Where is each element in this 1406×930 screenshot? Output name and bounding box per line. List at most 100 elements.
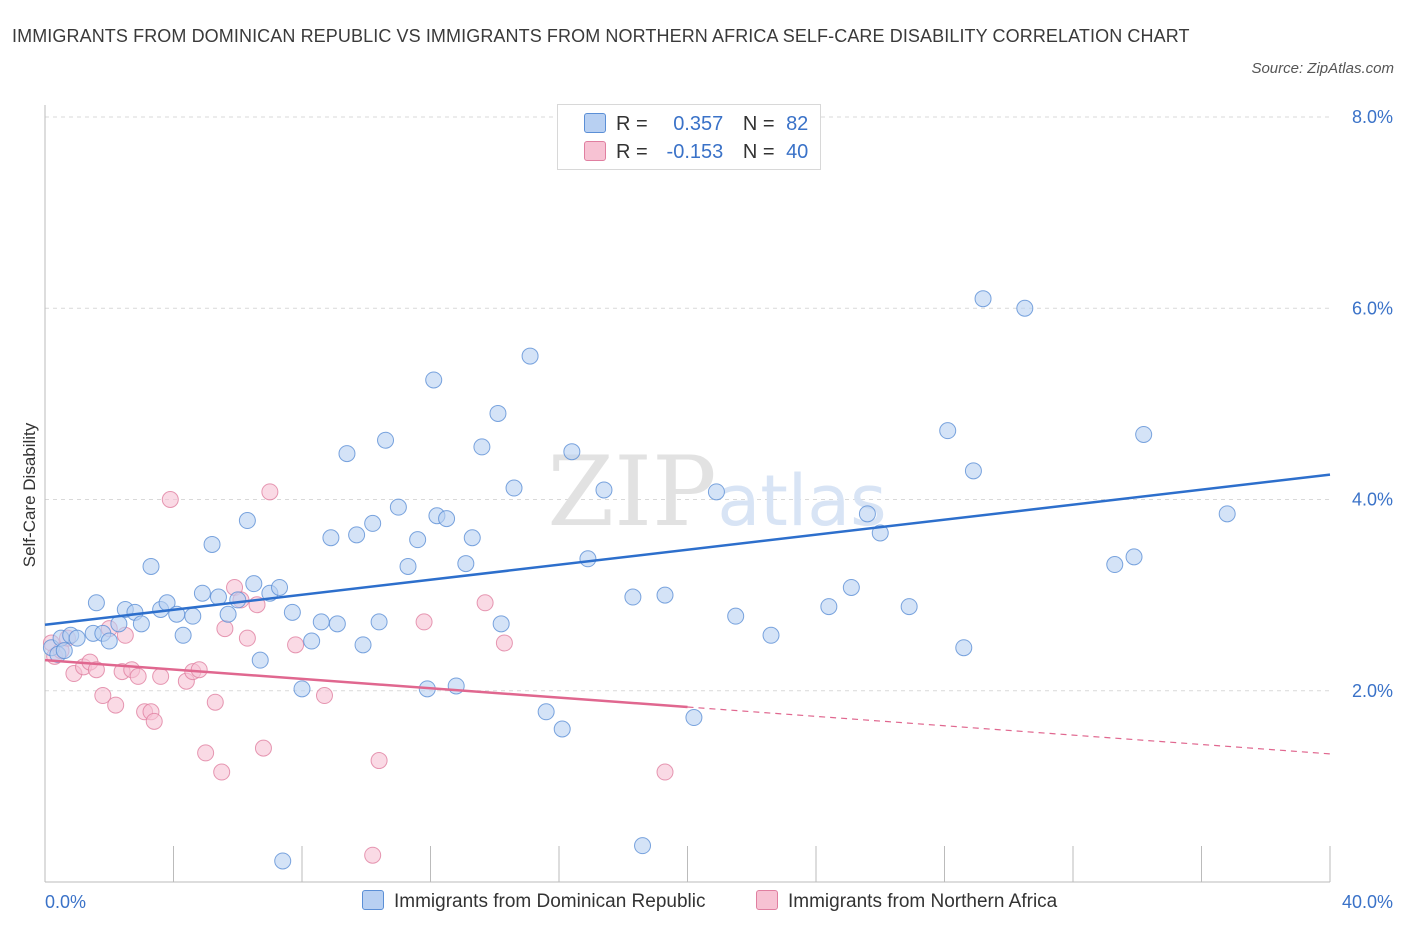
point-dominican [537, 703, 555, 721]
trend-line-northern-africa-extension [687, 706, 1331, 755]
point-dominican [634, 837, 652, 855]
point-northern-africa [415, 613, 433, 631]
point-dominican [553, 720, 571, 738]
y-tick-label: 2.0% [1352, 681, 1393, 701]
point-dominican [174, 626, 192, 644]
point-dominican [142, 557, 160, 575]
point-dominican [900, 598, 918, 616]
point-dominican [132, 615, 150, 633]
point-dominican [964, 462, 982, 480]
point-dominican [624, 588, 642, 606]
point-dominican [595, 481, 613, 499]
point-northern-africa [152, 667, 170, 685]
point-dominican [457, 555, 475, 573]
point-dominican [563, 443, 581, 461]
point-northern-africa [213, 763, 231, 781]
point-northern-africa [216, 620, 234, 638]
point-dominican [193, 584, 211, 602]
watermark-atlas: atlas [717, 460, 886, 542]
point-dominican [438, 510, 456, 528]
watermark: ZIP atlas [547, 436, 886, 548]
point-northern-africa [495, 634, 513, 652]
point-dominican [579, 550, 597, 568]
legend-r-label: R = [616, 113, 648, 135]
x-tick-label-min: 0.0% [45, 892, 86, 912]
point-northern-africa [145, 712, 163, 730]
point-northern-africa [107, 696, 125, 714]
point-northern-africa [261, 483, 279, 501]
legend-n-label: N = [742, 113, 775, 135]
point-dominican [245, 575, 263, 593]
trend-line-dominican [44, 473, 1331, 627]
point-northern-africa [190, 661, 208, 679]
point-dominican [762, 626, 780, 644]
legend-item-northern-africa[interactable]: Immigrants from Northern Africa [756, 888, 1057, 916]
point-dominican [377, 431, 395, 449]
point-dominican [55, 642, 73, 660]
point-dominican [271, 578, 289, 596]
legend-swatch-pink [756, 889, 778, 910]
point-dominican [238, 512, 256, 530]
point-dominican [473, 438, 491, 456]
chart-title: IMMIGRANTS FROM DOMINICAN REPUBLIC VS IM… [12, 26, 1190, 46]
legend-row-dominican: R = 0.357 N = 82 [584, 110, 808, 138]
point-dominican [293, 680, 311, 698]
point-dominican [219, 605, 237, 623]
point-dominican [871, 524, 889, 542]
point-dominican [370, 613, 388, 631]
point-dominican [685, 709, 703, 727]
point-northern-africa [370, 752, 388, 770]
point-dominican [1016, 299, 1034, 317]
point-dominican [858, 505, 876, 523]
legend-r-label: R = [616, 141, 648, 163]
legend-item-dominican[interactable]: Immigrants from Dominican Republic [362, 888, 706, 916]
point-dominican [820, 598, 838, 616]
source-label: Source: ZipAtlas.com [1251, 60, 1394, 77]
y-tick-label: 6.0% [1352, 298, 1393, 318]
axes [44, 105, 1331, 883]
point-dominican [1106, 556, 1124, 574]
point-northern-africa [656, 763, 674, 781]
point-dominican [489, 404, 507, 422]
point-northern-africa [129, 667, 147, 685]
point-dominican [203, 535, 221, 553]
point-northern-africa [206, 693, 224, 711]
point-dominican [409, 531, 427, 549]
point-dominican [354, 636, 372, 654]
legend-r-value: 0.357 [673, 113, 724, 135]
point-dominican [939, 422, 957, 440]
point-dominican [505, 479, 523, 497]
legend-n-value: 82 [786, 113, 809, 135]
legend-n-label: N = [742, 141, 775, 163]
point-dominican [399, 557, 417, 575]
point-dominican [842, 578, 860, 596]
point-dominican [184, 607, 202, 625]
point-dominican [68, 629, 86, 647]
y-axis-label: Self-Care Disability [20, 422, 39, 567]
tick-labels: 2.0% 4.0% 6.0% 8.0% 0.0% 40.0% [45, 107, 1393, 912]
point-dominican [348, 526, 366, 544]
legend-r-value: -0.153 [666, 141, 724, 163]
point-northern-africa [476, 594, 494, 612]
point-dominican [389, 498, 407, 516]
point-dominican [110, 615, 128, 633]
x-tick-label-max: 40.0% [1342, 892, 1393, 912]
point-dominican [425, 371, 443, 389]
point-northern-africa [161, 491, 179, 508]
point-northern-africa [87, 661, 105, 679]
point-northern-africa [364, 846, 382, 864]
point-northern-africa [238, 629, 256, 647]
point-dominican [274, 852, 292, 870]
data-points [42, 290, 1236, 870]
point-dominican [521, 347, 539, 365]
stats-legend: R = 0.357 N = 82 R = -0.153 N = 40 [557, 104, 821, 170]
point-dominican [303, 632, 321, 650]
point-dominican [322, 529, 340, 547]
point-dominican [1125, 548, 1143, 566]
legend-row-northern-africa: R = -0.153 N = 40 [584, 138, 808, 166]
point-dominican [492, 615, 510, 633]
point-dominican [1218, 505, 1236, 523]
point-dominican [328, 615, 346, 633]
point-dominican [283, 603, 301, 621]
